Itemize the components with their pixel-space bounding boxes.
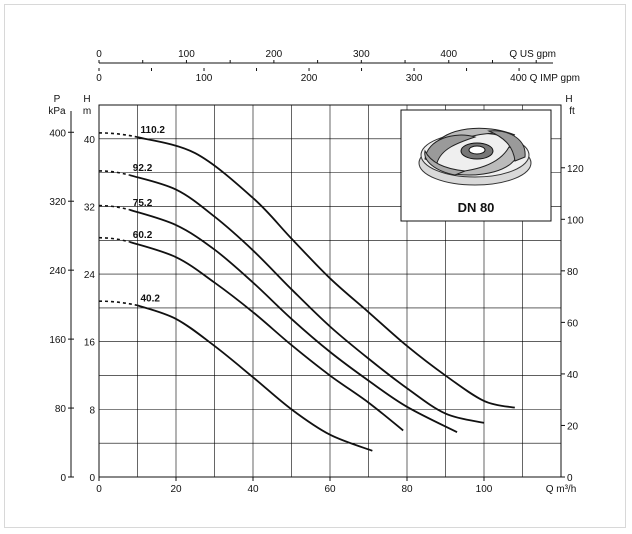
x-tick-label: 60: [324, 484, 336, 495]
ft-tick-label: 20: [567, 421, 579, 432]
series-label: 75.2: [133, 198, 153, 209]
ft-tick-label: 40: [567, 370, 579, 381]
top-tick-label: 400: [440, 49, 457, 60]
series-line: [129, 241, 404, 432]
impeller-inset: DN 80: [400, 109, 552, 222]
inset-caption: DN 80: [458, 200, 495, 215]
y-tick-label-m: 0: [89, 473, 95, 484]
x-axis-label: Q m³/h: [546, 484, 577, 495]
x-tick-label: 20: [170, 484, 182, 495]
series-line-dashed: [98, 170, 131, 176]
top-axis-label: Q US gpm: [509, 49, 556, 60]
ft-tick-label: 60: [567, 318, 579, 329]
x-tick-label: 40: [247, 484, 259, 495]
series-line-dashed: [98, 300, 138, 307]
axes: 0 20 40 60 80 1000816243240080160240320400020…: [49, 104, 584, 495]
top-tick-label: 100: [178, 49, 195, 60]
top-tick-label: 300: [353, 49, 370, 60]
top-axis-label: 400 Q IMP gpm: [510, 73, 580, 84]
series-line-dashed: [98, 204, 131, 211]
top-tick-label: 300: [406, 73, 423, 84]
series-line-dashed: [98, 236, 131, 243]
series-label: 40.2: [141, 293, 161, 304]
kpa-tick-label: 320: [49, 197, 66, 208]
ft-tick-label: 120: [567, 164, 584, 175]
series-line: [137, 136, 515, 409]
top-tick-label: 0: [96, 49, 102, 60]
top-tick-label: 100: [196, 73, 213, 84]
kpa-tick-label: 160: [49, 335, 66, 346]
h-ft-axis-unit: ft: [569, 106, 575, 117]
p-axis-symbol: P: [54, 94, 61, 105]
y-tick-label-m: 16: [84, 338, 96, 349]
series-75-2: 75.2: [98, 198, 458, 433]
ft-tick-label: 0: [567, 473, 573, 484]
series-label: 92.2: [133, 163, 153, 174]
series-line: [129, 208, 458, 433]
series-92-2: 92.2: [98, 163, 485, 424]
series-line-dashed: [98, 132, 138, 138]
x-tick-label: 80: [401, 484, 413, 495]
h-m-axis-symbol: H: [83, 94, 90, 105]
top-tick-label: 200: [266, 49, 283, 60]
series-line: [129, 174, 485, 424]
series-40-2: 40.2: [98, 293, 373, 452]
top-axes: 0 100 200 300 400 Q US gpm 0 100 200 300 400 Q IMP…: [96, 49, 580, 84]
h-ft-axis-symbol: H: [565, 94, 572, 105]
y-tick-label-m: 8: [89, 405, 95, 416]
series-110-2: 110.2: [98, 125, 515, 409]
series-60-2: 60.2: [98, 230, 404, 432]
chart-frame: 0 20 40 60 80 100 0 8 16 24 32 40 0 80 160 240 320 400 0 20…: [4, 4, 626, 528]
series-label: 60.2: [133, 230, 153, 241]
top-tick-label: 0: [96, 73, 102, 84]
y-tick-label-m: 32: [84, 202, 96, 213]
pump-curve-chart: 0 20 40 60 80 1000816243240080160240320400020…: [48, 49, 584, 495]
y-tick-label-m: 40: [84, 135, 96, 146]
series-line: [137, 304, 373, 452]
h-m-axis-unit: m: [83, 106, 91, 117]
x-tick-label: 0: [96, 484, 102, 495]
kpa-tick-label: 400: [49, 128, 66, 139]
ft-tick-label: 80: [567, 267, 579, 278]
series-label: 110.2: [141, 125, 166, 136]
kpa-tick-label: 0: [60, 473, 66, 484]
x-tick-label: 100: [476, 484, 493, 495]
impeller-icon: [418, 127, 532, 186]
kpa-tick-label: 240: [49, 266, 66, 277]
curves: 110.2 92.2 75.2 60.2 40.2: [98, 125, 515, 452]
y-tick-label-m: 24: [84, 270, 96, 281]
kpa-tick-label: 80: [55, 404, 67, 415]
p-axis-unit: kPa: [48, 106, 66, 117]
top-tick-label: 200: [301, 73, 318, 84]
ft-tick-label: 100: [567, 215, 584, 226]
